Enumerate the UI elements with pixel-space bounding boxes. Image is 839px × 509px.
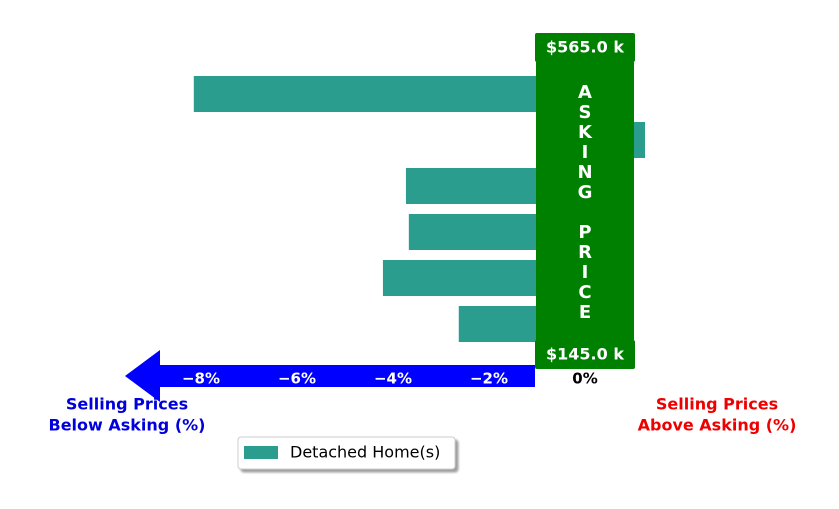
asking-price-box xyxy=(536,62,634,340)
x-tick-label: −4% xyxy=(374,370,412,388)
bottom-price-box xyxy=(535,340,635,369)
x-tick-label: 0% xyxy=(572,370,597,388)
bottom-price: $145.0 k xyxy=(546,345,624,364)
legend xyxy=(237,436,456,470)
legend-swatch xyxy=(244,446,278,459)
top-price-box xyxy=(535,33,635,62)
bar xyxy=(193,76,586,112)
above-label: Selling Prices xyxy=(656,395,778,414)
x-tick-label: −8% xyxy=(182,370,220,388)
axis-arrow xyxy=(125,350,535,402)
top-price: $565.0 k xyxy=(546,38,624,57)
x-tick-label: −6% xyxy=(278,370,316,388)
legend-label: Detached Home(s) xyxy=(290,443,440,462)
above-label: Above Asking (%) xyxy=(638,416,797,435)
below-label: Selling Prices xyxy=(66,395,188,414)
below-label: Below Asking (%) xyxy=(49,416,206,435)
x-tick-label: −2% xyxy=(470,370,508,388)
